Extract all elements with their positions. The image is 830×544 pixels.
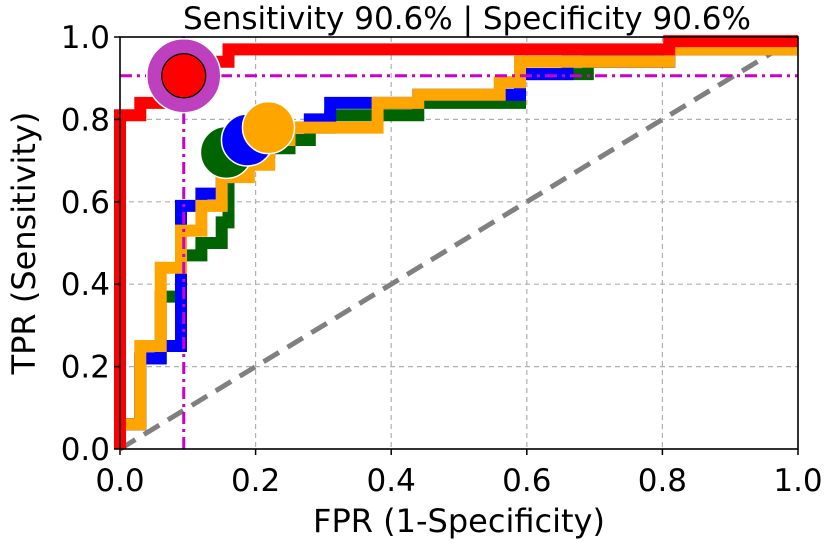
x-tick-label-3: 0.6: [502, 463, 551, 499]
y-tick-label-4: 0.8: [61, 102, 110, 138]
x-axis-ticks: 0.0 0.2 0.4 0.6 0.8 1.0: [95, 449, 823, 499]
x-axis-label: FPR (1-Specificity): [313, 502, 605, 540]
diagonal-line: [118, 34, 800, 452]
x-tick-label-0: 0.0: [95, 463, 144, 499]
y-tick-label-2: 0.4: [61, 267, 110, 303]
chance-diagonal: [118, 34, 800, 452]
y-tick-label-0: 0.0: [61, 432, 110, 468]
x-tick-label-2: 0.4: [367, 463, 416, 499]
x-tick-label-1: 0.2: [231, 463, 280, 499]
x-tick-label-5: 1.0: [773, 463, 822, 499]
y-tick-label-5: 1.0: [61, 20, 110, 56]
y-tick-label-3: 0.6: [61, 185, 110, 221]
plot-frame: [119, 36, 799, 450]
operating-point-markers: [145, 37, 296, 180]
x-tick-label-4: 0.8: [638, 463, 687, 499]
y-axis-ticks: 0.0 0.2 0.4 0.6 0.8 1.0: [61, 20, 120, 468]
best-point-inner: [161, 53, 207, 99]
operating-point-orange: [241, 100, 296, 155]
chart-title: Sensitivity 90.6% | Specificity 90.6%: [183, 1, 751, 37]
y-axis-label: TPR (Sensitivity): [5, 112, 43, 376]
y-tick-label-1: 0.2: [61, 350, 110, 386]
